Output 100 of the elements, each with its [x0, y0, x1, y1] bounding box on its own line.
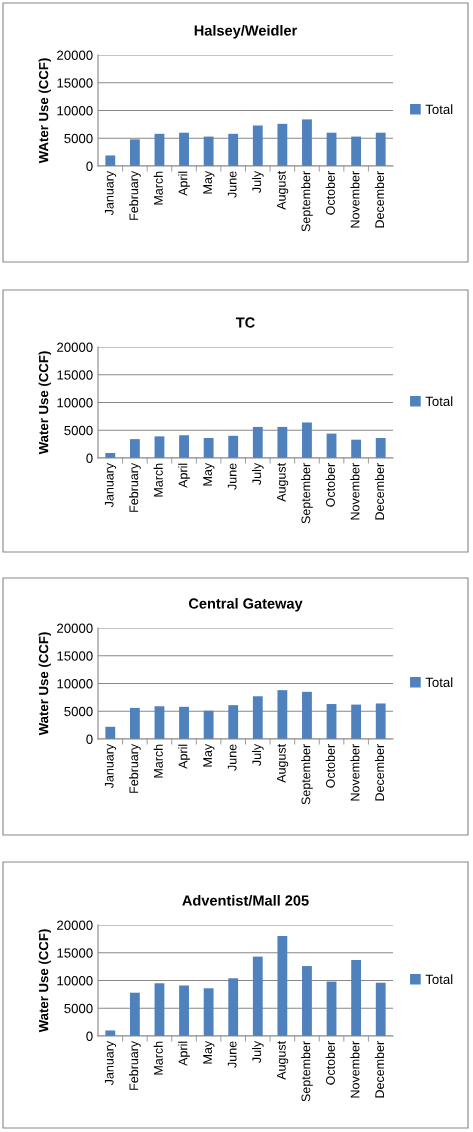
y-tick-label: 10000	[57, 679, 93, 689]
x-tick-label: August	[277, 743, 289, 783]
y-tick-label: 10000	[57, 106, 93, 116]
legend-label: Total	[425, 974, 453, 985]
bar	[228, 133, 239, 166]
bar	[154, 983, 165, 1036]
x-tick-label: June	[227, 171, 237, 198]
bar	[203, 136, 214, 166]
y-tick-label: 5000	[64, 133, 93, 144]
bar	[302, 422, 312, 458]
x-tick-label: January	[104, 170, 117, 216]
x-tick-label: September	[301, 171, 313, 232]
x-tick-label: September	[301, 744, 313, 805]
x-tick-label: May	[203, 170, 215, 194]
bar	[277, 123, 288, 166]
x-tick-label: May	[203, 1040, 215, 1064]
x-tick-label: August	[277, 170, 289, 210]
x-tick-label: May	[203, 743, 215, 767]
bar	[179, 435, 189, 458]
x-tick-label: December	[374, 463, 385, 520]
x-tick-label: July	[251, 462, 264, 485]
y-axis-title: Water Use (CCF)	[38, 929, 51, 1033]
x-tick-label: October	[325, 171, 335, 215]
chart-title: Halsey/Weidler	[194, 24, 298, 39]
bar	[375, 982, 386, 1036]
bar	[351, 136, 362, 166]
x-tick-label: May	[203, 462, 215, 486]
x-tick-label: June	[227, 744, 237, 771]
x-tick-label: December	[374, 1041, 385, 1098]
y-tick-label: 10000	[57, 976, 93, 986]
x-tick-label: January	[104, 1040, 117, 1086]
bar	[302, 691, 312, 739]
y-axis-title: WAter Use (CCF)	[38, 58, 51, 164]
y-tick-label: 15000	[57, 370, 93, 380]
bar	[129, 439, 140, 458]
bar	[302, 119, 312, 166]
x-tick-label: December	[374, 171, 385, 228]
y-axis-title: Water Use (CCF)	[38, 351, 51, 455]
bar	[129, 139, 140, 166]
x-tick-label: July	[251, 170, 264, 193]
y-tick-label: 20000	[57, 342, 93, 352]
x-tick-label: August	[277, 462, 289, 502]
bar	[179, 985, 189, 1036]
bar	[375, 132, 386, 166]
x-tick-label: December	[374, 744, 385, 801]
bar	[228, 435, 239, 458]
bar	[277, 690, 288, 739]
bar	[129, 707, 140, 739]
x-tick-label: January	[104, 462, 117, 508]
bar	[302, 966, 312, 1036]
bar	[375, 438, 386, 458]
bar	[351, 704, 362, 739]
y-tick-label: 20000	[57, 50, 93, 60]
x-tick-label: March	[153, 1041, 163, 1075]
bar	[129, 992, 140, 1036]
x-tick-label: July	[251, 743, 264, 766]
y-tick-label: 5000	[64, 425, 93, 436]
bar	[375, 703, 386, 739]
x-tick-label: March	[153, 744, 163, 778]
bar	[252, 426, 263, 458]
y-tick-label: 0	[86, 1031, 93, 1041]
bar	[277, 936, 288, 1036]
x-tick-label: March	[153, 171, 163, 205]
y-tick-label: 15000	[57, 948, 93, 958]
x-tick-label: April	[178, 744, 190, 769]
x-tick-label: November	[350, 1041, 360, 1098]
x-tick-label: August	[277, 1040, 289, 1080]
chart-title: Adventist/Mall 205	[182, 894, 309, 906]
x-tick-label: October	[325, 463, 335, 507]
y-tick-label: 5000	[64, 1003, 93, 1014]
x-tick-label: July	[251, 1040, 264, 1063]
chart-title: TC	[235, 317, 255, 328]
bar	[105, 726, 116, 739]
y-axis-title: Water Use (CCF)	[38, 632, 51, 736]
x-tick-label: April	[178, 1041, 190, 1066]
bar	[252, 956, 263, 1036]
x-tick-label: April	[178, 463, 190, 488]
bar	[179, 132, 189, 166]
y-tick-label: 0	[86, 453, 93, 463]
bar	[105, 155, 116, 166]
bar	[203, 988, 214, 1036]
x-tick-label: January	[104, 743, 117, 789]
x-tick-label: September	[301, 463, 313, 524]
bar	[277, 426, 288, 458]
x-tick-label: October	[325, 744, 335, 788]
bar	[179, 706, 189, 739]
legend-label: Total	[425, 104, 453, 115]
y-tick-label: 20000	[57, 623, 93, 633]
x-tick-label: April	[178, 171, 190, 196]
y-tick-label: 10000	[57, 398, 93, 408]
bar	[252, 696, 263, 739]
legend-label: Total	[425, 677, 453, 688]
bar	[203, 438, 214, 458]
x-tick-label: October	[325, 1041, 335, 1085]
x-tick-label: November	[350, 463, 360, 520]
bar	[105, 1030, 116, 1036]
y-tick-label: 15000	[57, 651, 93, 661]
y-tick-label: 20000	[57, 920, 93, 930]
bar	[203, 710, 214, 739]
y-tick-label: 0	[86, 734, 93, 744]
